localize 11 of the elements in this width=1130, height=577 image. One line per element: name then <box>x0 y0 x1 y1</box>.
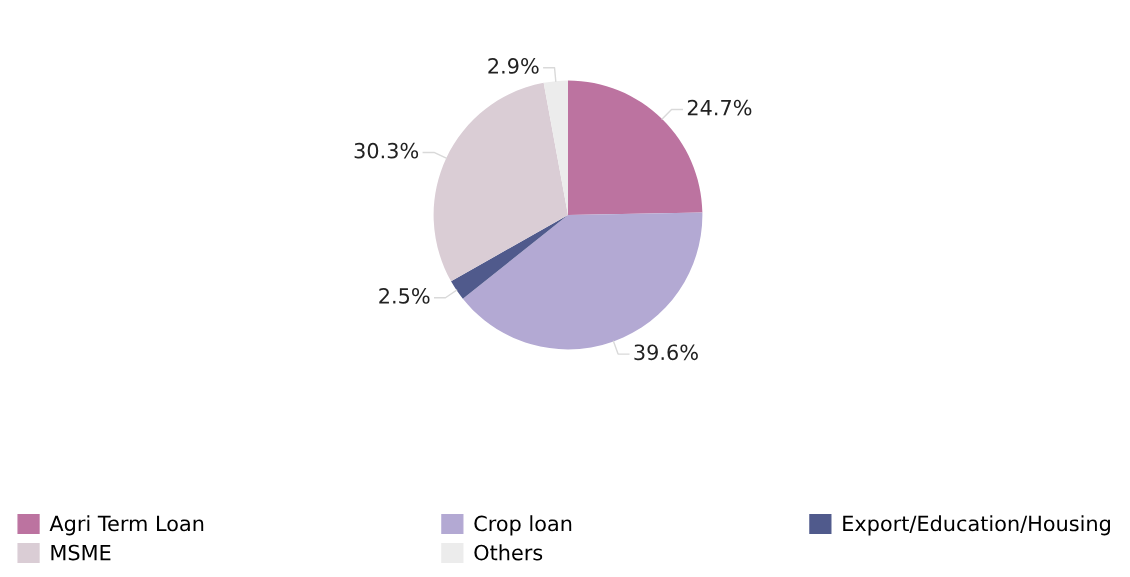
data-label: 2.5% <box>379 288 430 304</box>
pie-slice <box>451 215 568 299</box>
legend-label: Export/Education/Housing <box>843 515 1110 536</box>
data-label: 30.3% <box>354 142 419 159</box>
legend-label: Others <box>474 544 543 561</box>
legend-label: Crop loan <box>474 515 572 536</box>
data-label: 2.9% <box>488 58 539 74</box>
data-label: 39.6% <box>634 344 698 361</box>
data-label: 24.7% <box>687 99 752 116</box>
legend-label: Agri Term Loan <box>49 515 204 536</box>
legend-label: MSME <box>51 544 111 561</box>
